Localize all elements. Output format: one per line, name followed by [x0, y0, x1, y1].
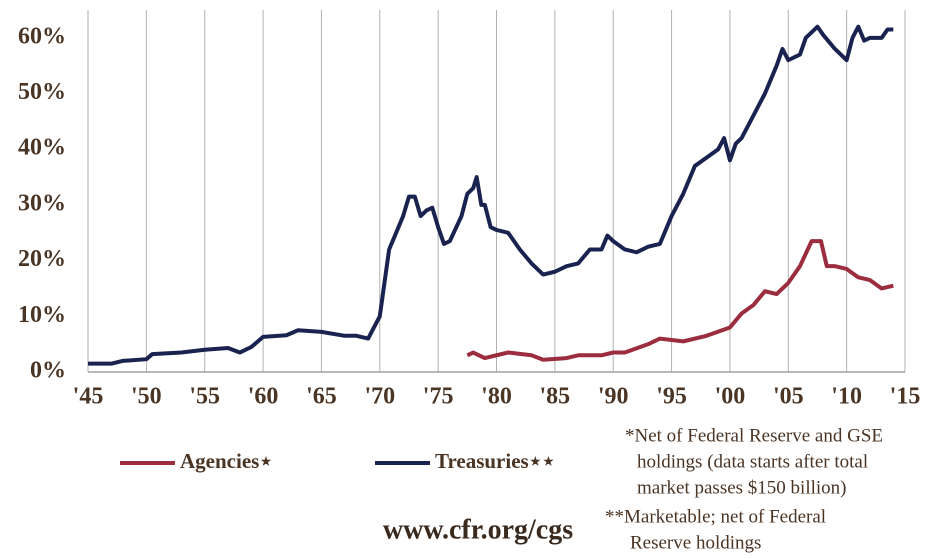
x-tick-label: '80 [481, 384, 512, 410]
y-tick-label: 50% [18, 79, 66, 105]
y-tick-label: 10% [18, 302, 66, 328]
y-tick-label: 40% [18, 135, 66, 161]
y-tick-label: 60% [18, 23, 66, 49]
x-tick-label: '75 [423, 384, 454, 410]
source: www.cfr.org/cgs [383, 514, 573, 545]
x-tick-label: '50 [131, 384, 162, 410]
legend-label: Treasuries⋆⋆ [435, 449, 555, 473]
line-series [466, 239, 894, 362]
footnote: **Marketable; net of Federal [605, 506, 826, 527]
legend-label: Agencies⋆ [180, 449, 272, 473]
y-tick-label: 20% [18, 246, 66, 272]
footnote: Reserve holdings [630, 532, 761, 553]
x-tick-label: '10 [831, 384, 862, 410]
x-tick-label: '60 [248, 384, 279, 410]
line-series [88, 24, 894, 366]
x-tick-label: '70 [364, 384, 395, 410]
x-tick-label: '45 [73, 384, 104, 410]
x-tick-label: '00 [715, 384, 746, 410]
x-tick-label: '90 [598, 384, 629, 410]
x-tick-label: '95 [656, 384, 687, 410]
footnote: market passes $150 billion) [637, 477, 847, 498]
x-tick-label: '05 [773, 384, 804, 410]
x-tick-label: '55 [189, 384, 220, 410]
x-tick-label: '85 [540, 384, 571, 410]
y-tick-label: 0% [30, 358, 66, 384]
footnote: *Net of Federal Reserve and GSE [625, 425, 883, 446]
y-tick-label: 30% [18, 190, 66, 216]
footnote: holdings (data starts after total [637, 451, 868, 472]
x-tick-label: '65 [306, 384, 337, 410]
x-tick-label: '15 [890, 384, 921, 410]
